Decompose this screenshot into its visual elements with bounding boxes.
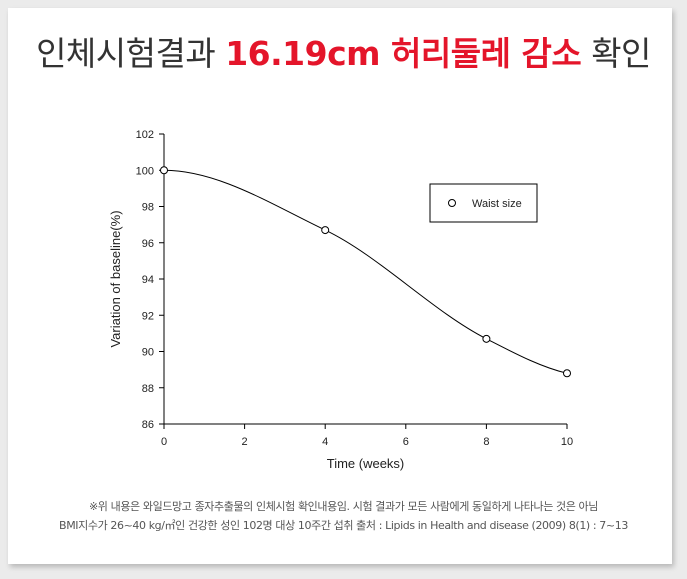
x-tick-label: 0 [161, 436, 167, 448]
footnote-line-1: ※위 내용은 와일드망고 종자추출물의 인체시험 확인내용임. 시험 결과가 모… [88, 500, 598, 513]
y-tick-label: 96 [142, 238, 154, 250]
y-tick-label: 98 [142, 202, 154, 214]
data-point [160, 166, 168, 175]
headline-suffix: 확인 [581, 34, 651, 73]
legend-marker [448, 199, 456, 207]
legend-box [429, 183, 538, 223]
chart-axes [163, 134, 567, 425]
series-line-waist-size [163, 169, 568, 374]
chart-curve [163, 169, 568, 374]
headline-highlight-value: 16.19cm [225, 34, 381, 73]
x-tick-label: 8 [483, 436, 489, 448]
x-tick-label: 10 [561, 436, 573, 448]
chart-ticks: 86 88 90 92 94 96 98 100 102 0 2 4 6 8 10 [136, 129, 573, 448]
y-tick-label: 90 [142, 347, 154, 359]
footnote-line-2: BMI지수가 26~40 kg/㎡인 건강한 성인 102명 대상 10주간 섭… [59, 519, 628, 532]
data-point [563, 369, 571, 378]
x-tick-label: 6 [403, 436, 409, 448]
legend-label: Waist size [472, 198, 522, 210]
headline-prefix: 인체시험결과 [36, 34, 226, 73]
data-point [321, 226, 330, 235]
y-tick-label: 100 [136, 165, 154, 177]
headline: 인체시험결과 16.19cm 허리둘레 감소 확인 [0, 34, 687, 74]
chart-points [160, 166, 571, 378]
headline-highlight-text: 허리둘레 감소 [380, 34, 582, 73]
data-point [482, 334, 491, 343]
y-axis-label: Variation of baseline(%) [108, 210, 123, 347]
y-tick-label: 92 [142, 310, 154, 322]
x-tick-label: 2 [242, 436, 248, 448]
y-tick-label: 94 [142, 274, 154, 286]
y-tick-label: 88 [142, 383, 154, 395]
y-tick-label: 86 [142, 419, 154, 431]
x-tick-label: 4 [322, 436, 328, 448]
chart-legend: Waist size [429, 183, 538, 223]
x-axis-label: Time (weeks) [327, 456, 405, 471]
y-tick-label: 102 [136, 129, 154, 141]
card [8, 8, 672, 564]
